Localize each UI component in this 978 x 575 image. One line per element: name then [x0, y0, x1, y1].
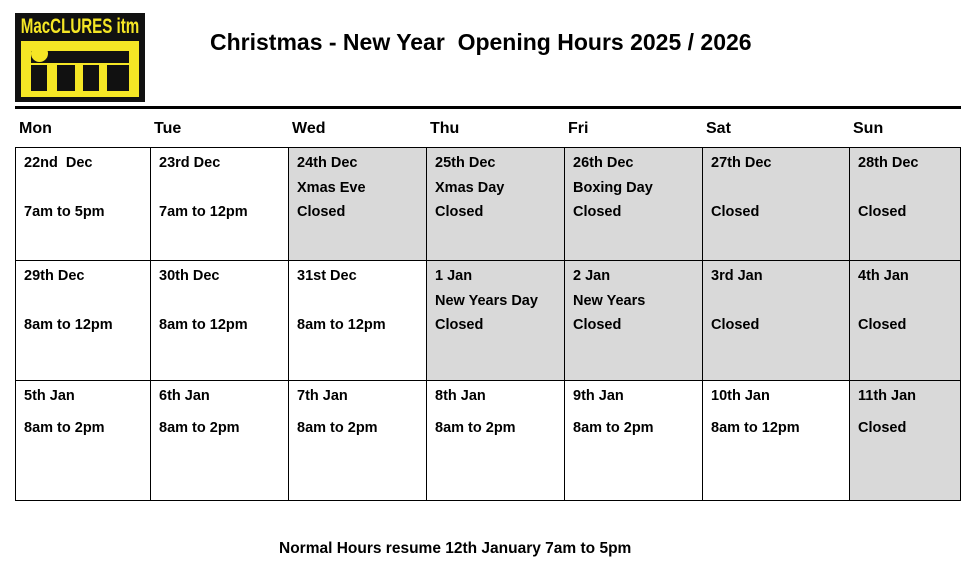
cell-hours: 8am to 12pm: [711, 420, 800, 436]
cell-hours: Closed: [435, 317, 484, 333]
cell-date: 25th Dec: [435, 155, 496, 171]
cell-hours: 8am to 2pm: [573, 420, 654, 436]
cell-date: 31st Dec: [297, 268, 357, 284]
cell-date: 22nd Dec: [24, 155, 93, 171]
cell-holiday: New Years Day: [435, 293, 538, 309]
cell-holiday: Xmas Day: [435, 180, 505, 196]
cell-date: 10th Jan: [711, 388, 770, 404]
day-cell: 23rd Dec 7am to 12pm: [150, 147, 289, 261]
cell-date: 28th Dec: [858, 155, 919, 171]
cell-hours: 8am to 2pm: [297, 420, 378, 436]
day-cell: 8th Jan 8am to 2pm: [426, 380, 565, 501]
cell-date: 8th Jan: [435, 388, 486, 404]
day-cell: 26th Dec Boxing Day Closed: [564, 147, 703, 261]
macclures-itm-logo: MacCLURES itm: [15, 13, 145, 102]
day-cell: 1 Jan New Years Day Closed: [426, 260, 565, 381]
cell-hours: Closed: [297, 204, 346, 220]
cell-hours: 7am to 12pm: [159, 204, 248, 220]
day-cell: 4th Jan Closed: [849, 260, 961, 381]
cell-hours: 8am to 12pm: [159, 317, 248, 333]
day-cell: 2 Jan New Years Closed: [564, 260, 703, 381]
day-cell: 31st Dec 8am to 12pm: [288, 260, 427, 381]
day-header-wed: Wed: [292, 120, 326, 137]
cell-date: 24th Dec: [297, 155, 358, 171]
cell-date: 1 Jan: [435, 268, 473, 284]
day-header-tue: Tue: [154, 120, 182, 137]
page-title: Christmas - New Year Opening Hours 2025 …: [210, 29, 752, 55]
cell-holiday: Boxing Day: [573, 180, 653, 196]
cell-hours: 7am to 5pm: [24, 204, 105, 220]
cell-hours: 8am to 12pm: [24, 317, 113, 333]
week-row: 5th Jan 8am to 2pm 6th Jan 8am to 2pm 7th Ja…: [15, 380, 961, 501]
cell-hours: Closed: [573, 317, 622, 333]
day-cell: 10th Jan 8am to 12pm: [702, 380, 850, 501]
header-divider: [15, 106, 961, 109]
cell-hours: Closed: [573, 204, 622, 220]
cell-date: 29th Dec: [24, 268, 85, 284]
day-cell: 28th Dec Closed: [849, 147, 961, 261]
day-cell: 11th Jan Closed: [849, 380, 961, 501]
cell-date: 6th Jan: [159, 388, 210, 404]
day-cell: 5th Jan 8am to 2pm: [15, 380, 151, 501]
cell-date: 7th Jan: [297, 388, 348, 404]
day-cell: 22nd Dec 7am to 5pm: [15, 147, 151, 261]
cell-date: 2 Jan: [573, 268, 611, 284]
day-header-fri: Fri: [568, 120, 589, 137]
cell-hours: Closed: [435, 204, 484, 220]
cell-hours: 8am to 2pm: [435, 420, 516, 436]
day-cell: 24th Dec Xmas Eve Closed: [288, 147, 427, 261]
cell-hours: Closed: [858, 317, 907, 333]
cell-date: 5th Jan: [24, 388, 75, 404]
week-row: 22nd Dec 7am to 5pm 23rd Dec 7am to 12pm 24t…: [15, 147, 961, 261]
cell-date: 30th Dec: [159, 268, 220, 284]
cell-date: 9th Jan: [573, 388, 624, 404]
cell-date: 27th Dec: [711, 155, 772, 171]
day-cell: 30th Dec 8am to 12pm: [150, 260, 289, 381]
cell-hours: Closed: [858, 204, 907, 220]
day-cell: 29th Dec 8am to 12pm: [15, 260, 151, 381]
cell-hours: 8am to 2pm: [24, 420, 105, 436]
day-cell: 27th Dec Closed: [702, 147, 850, 261]
cell-date: 11th Jan: [858, 388, 917, 404]
cell-date: 3rd Jan: [711, 268, 763, 284]
cell-hours: Closed: [711, 204, 760, 220]
opening-hours-calendar: 22nd Dec 7am to 5pm 23rd Dec 7am to 12pm 24t…: [15, 147, 961, 501]
itm-mark: [21, 41, 139, 97]
day-cell: 3rd Jan Closed: [702, 260, 850, 381]
day-cell: 25th Dec Xmas Day Closed: [426, 147, 565, 261]
day-header-sat: Sat: [706, 120, 731, 137]
cell-date: 23rd Dec: [159, 155, 221, 171]
day-cell: 6th Jan 8am to 2pm: [150, 380, 289, 501]
week-row: 29th Dec 8am to 12pm 30th Dec 8am to 12pm 31…: [15, 260, 961, 381]
day-header-thu: Thu: [430, 120, 460, 137]
cell-holiday: Xmas Eve: [297, 180, 366, 196]
cell-holiday: New Years: [573, 293, 646, 309]
normal-hours-note: Normal Hours resume 12th January 7am to …: [279, 540, 632, 557]
logo-brand-text: MacCLURES itm: [20, 15, 140, 38]
day-header-mon: Mon: [19, 120, 52, 137]
cell-hours: 8am to 12pm: [297, 317, 386, 333]
cell-date: 26th Dec: [573, 155, 634, 171]
cell-hours: Closed: [711, 317, 760, 333]
day-header-sun: Sun: [853, 120, 884, 137]
cell-date: 4th Jan: [858, 268, 909, 284]
day-cell: 9th Jan 8am to 2pm: [564, 380, 703, 501]
day-cell: 7th Jan 8am to 2pm: [288, 380, 427, 501]
cell-hours: 8am to 2pm: [159, 420, 240, 436]
cell-hours: Closed: [858, 420, 907, 436]
